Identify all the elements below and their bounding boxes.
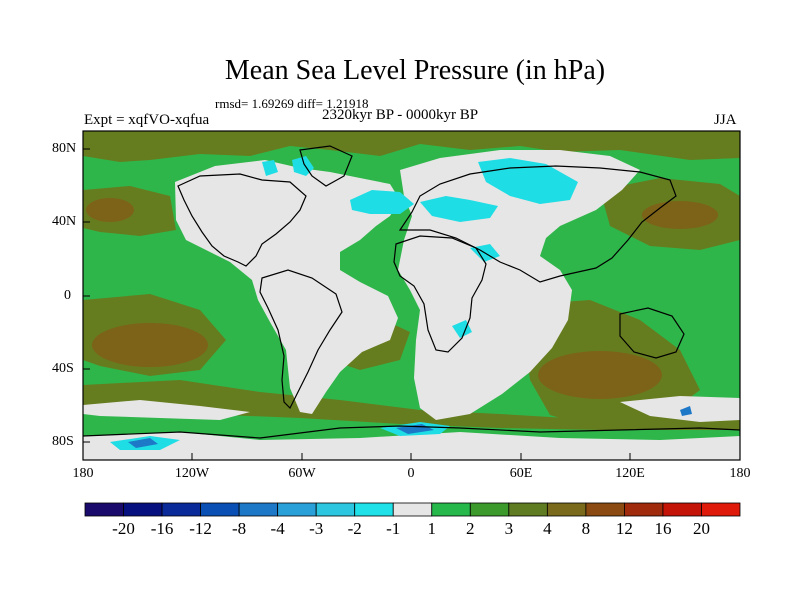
southern-ocean-olive	[83, 380, 740, 430]
period-subtitle: 2320kyr BP - 0000kyr BP	[322, 107, 479, 123]
coast-north-america	[177, 173, 307, 267]
xlabel-180-west: 180	[72, 466, 94, 481]
blue-core-east-antarctica	[680, 406, 692, 416]
colorbar-label: 3	[504, 519, 514, 538]
colorbar-label: -2	[347, 519, 362, 538]
colorbar-label: -4	[270, 519, 285, 538]
rmsd-diff-stats: rmsd= 1.69269 diff= 1.21918	[215, 96, 369, 111]
xlabel-180-east: 180	[729, 466, 751, 481]
coastlines	[83, 145, 740, 439]
cyan-north-atlantic	[350, 190, 414, 214]
north-pacific-brown-core	[642, 201, 718, 229]
colorbar-label: 1	[427, 519, 437, 538]
coast-south-america	[259, 269, 343, 410]
colorbar-swatch	[508, 502, 548, 517]
antarctic-gray-strip-east	[620, 396, 740, 422]
coast-antarctica	[83, 425, 740, 439]
ylabel-0: 0	[64, 288, 71, 303]
ylabel-40n: 40N	[52, 214, 77, 229]
colorbar-swatch	[431, 502, 471, 517]
colorbar-swatch	[469, 502, 510, 517]
map-field	[83, 131, 740, 460]
colorbar-label: -3	[309, 519, 324, 538]
blue-core-ross	[128, 438, 158, 448]
colorbar-swatch	[238, 502, 279, 517]
xlabel-0: 0	[407, 466, 415, 481]
season-label: JJA	[714, 112, 737, 128]
colorbar-swatch	[277, 502, 317, 517]
colorbar-swatch	[624, 502, 664, 517]
colorbar-label: -12	[189, 519, 212, 538]
colorbar-swatch	[200, 502, 240, 517]
colorbar-swatch	[701, 502, 741, 517]
cyan-europe	[420, 196, 498, 222]
colorbar-label: -8	[232, 519, 247, 538]
experiment-label: Expt = xqfVO-xqfua	[84, 112, 210, 128]
coast-australia	[619, 307, 685, 359]
colorbar-label: -20	[112, 519, 135, 538]
colorbar-label: 8	[581, 519, 591, 538]
antarctic-gray-strip	[83, 400, 250, 420]
coast-greenland	[299, 145, 353, 187]
xlabel-60e: 60E	[509, 466, 533, 481]
xlabel-60w: 60W	[288, 466, 316, 481]
cyan-canada	[262, 160, 278, 176]
west-pacific-brown-core	[86, 198, 134, 222]
colorbar-label: 20	[692, 519, 710, 538]
ylabel-80n: 80N	[52, 141, 77, 156]
colorbar-label: -16	[150, 519, 174, 538]
south-indian-brown-core	[538, 351, 662, 399]
colorbar-swatch	[546, 502, 587, 517]
map-title: Mean Sea Level Pressure (in hPa)	[224, 55, 606, 86]
colorbar-swatch	[392, 502, 433, 517]
colorbar-swatch	[585, 502, 625, 517]
ylabel-40s: 40S	[52, 361, 74, 376]
coast-eurasia	[398, 165, 677, 283]
xlabel-120e: 120E	[615, 466, 645, 481]
south-pacific-brown-core	[92, 323, 208, 367]
antarctic-gray-base	[83, 432, 740, 460]
colorbar-swatch	[662, 502, 702, 517]
colorbar-swatch	[315, 502, 356, 517]
ylabel-80s: 80S	[52, 434, 74, 449]
americas-gray-region	[175, 160, 400, 414]
axis-ticks	[83, 148, 631, 460]
xlabel-120w: 120W	[174, 466, 210, 481]
colorbar-label: 4	[543, 519, 552, 538]
colorbar-label: -1	[386, 519, 401, 538]
colorbar-swatch	[123, 502, 163, 517]
colorbar-label: 12	[615, 519, 633, 538]
arctic-olive-band	[83, 131, 740, 162]
colorbar	[84, 502, 741, 517]
colorbar-label: 2	[466, 519, 475, 538]
colorbar-swatch	[161, 502, 201, 517]
colorbar-swatch	[354, 502, 394, 517]
colorbar-swatch	[84, 502, 124, 517]
colorbar-label: 16	[654, 519, 672, 538]
